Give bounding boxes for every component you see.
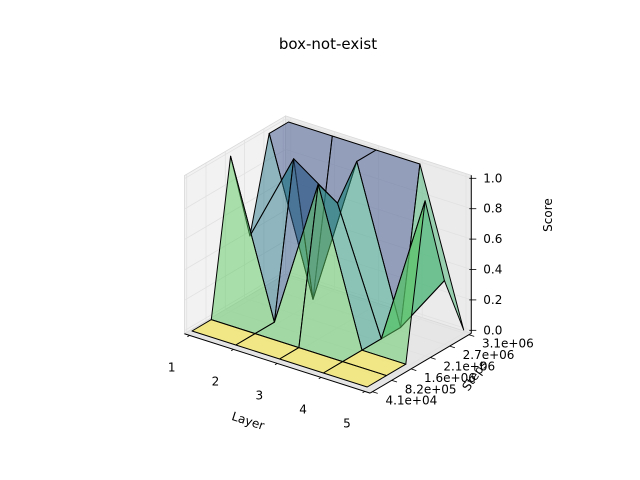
y-tick — [410, 368, 417, 371]
x-tick-label: 3 — [255, 388, 263, 402]
z-axis-label: Score — [541, 198, 555, 232]
x-tick-label: 4 — [299, 402, 307, 416]
gridline — [186, 174, 373, 393]
y-tick — [372, 391, 378, 394]
y-tick-label: 8.2e+05 — [405, 382, 457, 396]
y-tick — [468, 334, 475, 337]
y-tick-label: 2.1e+06 — [443, 360, 495, 374]
y-tick-label: 3.1e+06 — [482, 337, 534, 351]
z-tick-label: 0.8 — [483, 202, 502, 216]
gridline — [364, 173, 467, 392]
surface-face — [322, 361, 387, 388]
x-tick — [274, 363, 278, 366]
z-tick-label: 0.6 — [483, 232, 502, 246]
x-tick — [362, 391, 366, 394]
axes: 1 2 3 4 5 4.1e+048.2e+051.6e+062.1e+062.7e+06… — [168, 171, 534, 430]
x-tick-label: 5 — [343, 416, 351, 430]
surface-plot — [191, 121, 465, 388]
x-axis-label: Layer — [230, 409, 266, 433]
y-tick-label: 4.1e+04 — [385, 394, 437, 408]
y-tick — [391, 379, 398, 383]
x-tick — [230, 349, 234, 352]
x-tick-label: 2 — [212, 374, 220, 388]
x-tick — [187, 335, 190, 338]
chart-title: box-not-exist — [279, 35, 377, 53]
y-tick — [430, 357, 436, 360]
y-axis-line — [369, 332, 472, 394]
x-tick-label: 1 — [168, 360, 176, 374]
z-tick-label: 0.2 — [483, 293, 502, 307]
z-tick-label: 1.0 — [483, 171, 502, 185]
z-tick-label: 0.0 — [483, 323, 502, 337]
gridline — [184, 118, 472, 180]
z-tick-label: 0.4 — [483, 263, 502, 277]
y-tick-label: 2.7e+06 — [463, 348, 515, 362]
y-tick — [449, 345, 456, 349]
x-tick — [318, 377, 322, 380]
y-tick-label: 1.6e+06 — [424, 371, 476, 385]
